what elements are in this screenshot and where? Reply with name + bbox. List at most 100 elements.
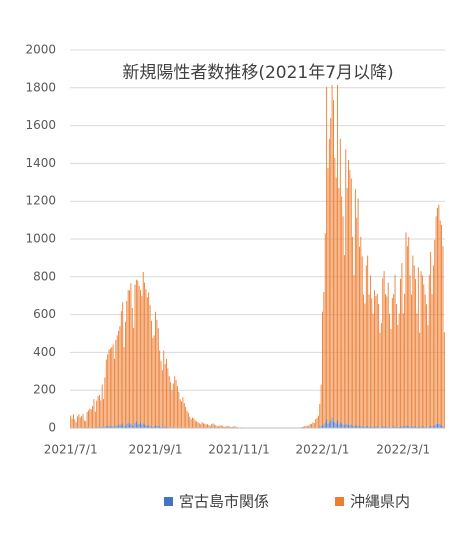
bar — [335, 423, 337, 428]
bar — [197, 422, 199, 428]
bar — [216, 426, 218, 428]
bar — [316, 417, 318, 428]
bar — [363, 294, 365, 427]
bar — [228, 426, 230, 428]
bar — [343, 255, 345, 426]
bar — [437, 207, 438, 424]
bar — [411, 294, 412, 427]
bar — [387, 426, 389, 428]
bar — [133, 426, 135, 428]
bar — [116, 335, 118, 427]
bar — [204, 423, 206, 428]
bar — [196, 421, 198, 428]
bar — [398, 313, 400, 427]
bar — [346, 424, 348, 428]
bar — [149, 426, 151, 428]
bar — [119, 325, 121, 425]
bar — [224, 426, 226, 428]
bar — [330, 118, 332, 421]
bar — [365, 426, 367, 428]
bar — [430, 251, 432, 426]
bar — [369, 426, 371, 428]
bar — [401, 263, 403, 426]
bar — [92, 426, 94, 428]
bar — [115, 425, 117, 428]
bar — [394, 274, 396, 427]
bar — [427, 325, 429, 428]
bar — [393, 294, 395, 427]
bar — [234, 426, 236, 428]
bar — [115, 340, 117, 426]
bar — [424, 426, 426, 428]
bar — [412, 425, 414, 428]
bar — [326, 86, 328, 420]
bar — [134, 422, 136, 428]
bar — [374, 426, 375, 428]
bar — [71, 418, 73, 428]
bar — [172, 383, 174, 428]
bar — [338, 424, 340, 428]
bar — [363, 426, 365, 428]
bars — [70, 73, 445, 428]
bar — [89, 408, 91, 428]
bar — [369, 275, 371, 427]
bar — [334, 422, 336, 428]
bar — [343, 425, 345, 428]
bar — [311, 423, 313, 428]
bar — [305, 425, 307, 428]
bar — [100, 426, 102, 428]
bar — [349, 170, 351, 426]
bar — [92, 406, 94, 427]
y-tick-label: 600 — [33, 307, 56, 321]
bar — [327, 423, 329, 428]
bar — [153, 335, 155, 427]
bar — [320, 384, 322, 427]
bar — [420, 271, 422, 427]
bar — [430, 425, 432, 428]
bar — [413, 426, 415, 428]
bar — [152, 426, 154, 428]
bar — [103, 399, 104, 428]
y-tick-label: 1200 — [25, 194, 56, 208]
bar — [400, 426, 401, 428]
bar — [164, 426, 166, 428]
bar — [349, 425, 351, 428]
bar — [81, 416, 83, 428]
bar — [386, 296, 388, 427]
bar — [137, 424, 139, 428]
bar — [346, 187, 348, 425]
bar — [361, 426, 363, 428]
bar — [100, 400, 102, 427]
bar — [77, 416, 78, 428]
bar — [331, 417, 333, 428]
bar — [391, 426, 393, 428]
bar — [155, 311, 156, 426]
bar — [345, 423, 347, 428]
bar — [185, 407, 187, 428]
bar — [398, 426, 400, 428]
bar — [227, 425, 229, 428]
bar — [391, 298, 393, 427]
chart-title: 新規陽性者数推移(2021年7月以降) — [122, 63, 393, 83]
bar — [319, 426, 321, 428]
bar — [431, 426, 433, 428]
bar — [104, 377, 106, 427]
bar — [309, 424, 311, 428]
bar — [126, 423, 128, 428]
bar — [220, 425, 222, 428]
bar — [337, 420, 339, 428]
legend-label: 宮古島市関係 — [179, 493, 269, 511]
bar — [120, 424, 122, 428]
bar — [333, 421, 334, 428]
legend-swatch — [164, 497, 173, 506]
bar — [334, 157, 336, 423]
bar — [439, 424, 441, 428]
bar — [93, 399, 95, 428]
y-tick-label: 1800 — [25, 80, 56, 94]
bar — [202, 423, 204, 428]
bar — [152, 338, 154, 427]
bar — [122, 423, 124, 428]
x-tick-label: 2021/7/1 — [44, 443, 98, 457]
bar — [360, 236, 362, 426]
